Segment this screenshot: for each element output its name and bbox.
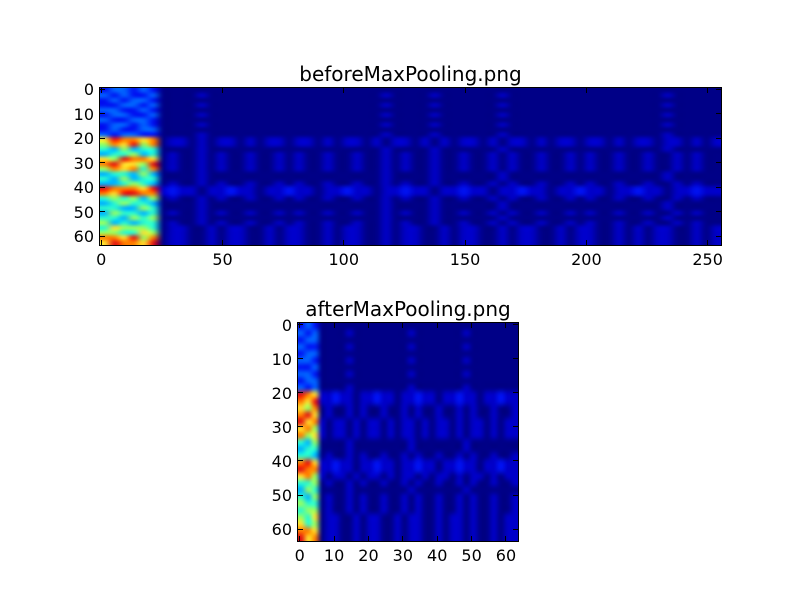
x-tick-label: 50 — [461, 546, 482, 565]
y-tick-mark — [100, 235, 105, 237]
y-tick-mark — [513, 460, 518, 462]
y-tick-mark — [100, 162, 105, 164]
chart-title-before: beforeMaxPooling.png — [299, 62, 522, 86]
y-tick-mark — [100, 211, 105, 213]
y-tick-mark — [513, 528, 518, 530]
x-tick-mark — [343, 240, 345, 245]
x-tick-mark — [100, 88, 102, 93]
x-tick-mark — [333, 323, 335, 328]
heatmap-image-after — [298, 323, 518, 541]
y-tick-mark — [716, 235, 721, 237]
x-tick-mark — [471, 536, 473, 541]
y-tick-label: 30 — [271, 417, 292, 437]
x-tick-label: 50 — [212, 250, 233, 269]
x-tick-mark — [464, 240, 466, 245]
x-tick-mark — [436, 536, 438, 541]
x-tick-mark — [343, 88, 345, 93]
y-tick-label: 20 — [271, 383, 292, 403]
x-tick-label: 0 — [96, 250, 107, 269]
y-tick-mark — [716, 137, 721, 139]
x-tick-mark — [299, 323, 301, 328]
x-tick-label: 60 — [495, 546, 517, 565]
y-tick-mark — [513, 392, 518, 394]
y-tick-mark — [298, 392, 303, 394]
y-tick-label: 40 — [271, 451, 292, 471]
y-tick-label: 0 — [281, 315, 292, 335]
x-tick-mark — [333, 536, 335, 541]
x-tick-label: 200 — [571, 250, 602, 269]
x-tick-mark — [402, 323, 404, 328]
y-tick-mark — [513, 494, 518, 496]
x-tick-mark — [585, 240, 587, 245]
y-tick-label: 10 — [73, 104, 94, 124]
y-tick-label: 60 — [73, 227, 94, 247]
x-tick-mark — [100, 240, 102, 245]
x-tick-mark — [299, 536, 301, 541]
axes-frame-after — [297, 322, 519, 542]
y-tick-label: 60 — [271, 520, 292, 540]
y-tick-mark — [298, 460, 303, 462]
x-tick-label: 10 — [323, 546, 345, 565]
y-tick-label: 10 — [271, 349, 292, 369]
heatmap-image-before — [100, 88, 721, 245]
y-tick-mark — [298, 494, 303, 496]
x-tick-label: 100 — [328, 250, 360, 269]
x-tick-mark — [707, 88, 709, 93]
y-tick-label: 50 — [271, 486, 292, 506]
y-tick-mark — [716, 186, 721, 188]
x-tick-label: 20 — [358, 546, 379, 565]
x-tick-mark — [367, 323, 369, 328]
y-tick-mark — [513, 358, 518, 360]
axes-frame-before — [99, 87, 722, 246]
y-tick-mark — [298, 358, 303, 360]
x-tick-label: 150 — [449, 250, 481, 269]
y-tick-mark — [513, 324, 518, 326]
y-tick-mark — [716, 162, 721, 164]
y-tick-mark — [100, 137, 105, 139]
x-tick-mark — [585, 88, 587, 93]
x-tick-mark — [402, 536, 404, 541]
y-tick-label: 30 — [73, 153, 94, 173]
x-tick-mark — [707, 240, 709, 245]
y-tick-label: 20 — [73, 129, 94, 149]
y-tick-mark — [100, 88, 105, 90]
x-tick-mark — [505, 536, 507, 541]
x-tick-label: 0 — [294, 546, 305, 565]
y-tick-mark — [716, 113, 721, 115]
y-tick-mark — [100, 186, 105, 188]
x-tick-label: 250 — [692, 250, 723, 269]
x-tick-mark — [505, 323, 507, 328]
x-tick-mark — [471, 323, 473, 328]
y-tick-label: 40 — [73, 178, 94, 198]
x-tick-mark — [436, 323, 438, 328]
y-tick-mark — [298, 528, 303, 530]
y-tick-label: 0 — [83, 80, 94, 100]
chart-title-after: afterMaxPooling.png — [305, 297, 511, 321]
y-tick-mark — [716, 88, 721, 90]
x-tick-label: 30 — [392, 546, 414, 565]
y-tick-mark — [513, 426, 518, 428]
y-tick-mark — [298, 324, 303, 326]
y-tick-mark — [100, 113, 105, 115]
y-tick-mark — [298, 426, 303, 428]
x-tick-mark — [464, 88, 466, 93]
x-tick-mark — [222, 88, 223, 93]
y-tick-mark — [716, 211, 721, 213]
x-tick-label: 40 — [427, 546, 448, 565]
y-tick-label: 50 — [73, 202, 94, 222]
x-tick-mark — [222, 240, 223, 245]
x-tick-mark — [367, 536, 369, 541]
